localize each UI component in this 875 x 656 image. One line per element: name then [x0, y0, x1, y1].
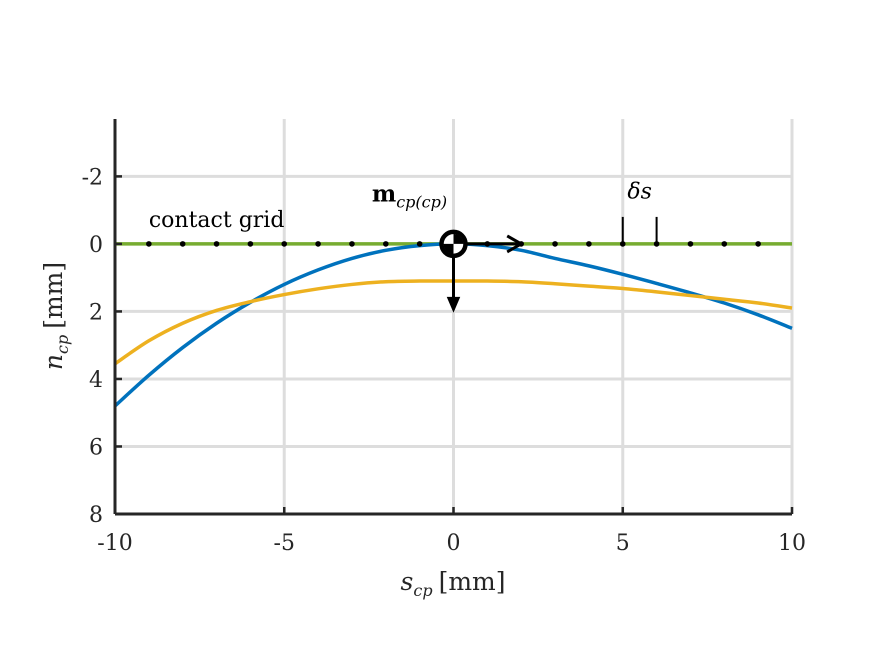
x-axis-label: scp [mm]	[401, 567, 506, 600]
s-axis-arrow-head	[506, 234, 525, 254]
n-axis-arrow-head	[446, 296, 461, 313]
contact-grid-point	[416, 241, 423, 247]
frame-origin-quadrant-bottom	[443, 243, 454, 254]
contact-grid-point	[146, 241, 152, 247]
tick-labels: -10 -5 0 5 10 -2 0 2 4 6 8	[82, 165, 806, 556]
annotations	[439, 216, 658, 313]
x-tick-label: 5	[616, 531, 630, 556]
contact-grid-point	[179, 241, 186, 247]
contact-grid-point	[383, 241, 389, 247]
y-tick-label: -2	[82, 165, 103, 190]
contact-grid-point	[721, 241, 728, 247]
contact-grid-point	[349, 241, 355, 247]
contact-grid-point	[552, 241, 558, 247]
contact-grid-points	[146, 241, 761, 247]
frame-origin-annotation: mcp(cp)	[372, 181, 447, 212]
contact-grid-point	[247, 241, 254, 247]
frame-origin-quadrant-top	[453, 233, 464, 244]
contact-grid-point	[687, 241, 694, 247]
axes	[113, 119, 794, 516]
delta-s-annotation: δs	[627, 179, 652, 204]
y-tick-label: 8	[89, 503, 103, 528]
y-tick-label: 6	[89, 435, 103, 460]
y-tick-label: 2	[89, 300, 103, 325]
contact-grid-point	[586, 241, 592, 247]
contact-grid-annotation: contact grid	[149, 208, 285, 233]
x-tick-label: -10	[97, 531, 132, 556]
x-tick-label: -5	[274, 531, 295, 556]
contact-grid-point	[755, 241, 761, 247]
x-tick-label: 10	[778, 531, 806, 556]
contact-grid-point	[213, 241, 220, 247]
contact-grid-point	[315, 241, 321, 247]
contact-grid-point	[281, 241, 288, 247]
y-tick-label: 0	[89, 233, 103, 258]
x-tick-label: 0	[447, 531, 461, 556]
y-axis-label: ncp[mm]	[39, 262, 72, 370]
y-tick-label: 4	[89, 368, 103, 393]
